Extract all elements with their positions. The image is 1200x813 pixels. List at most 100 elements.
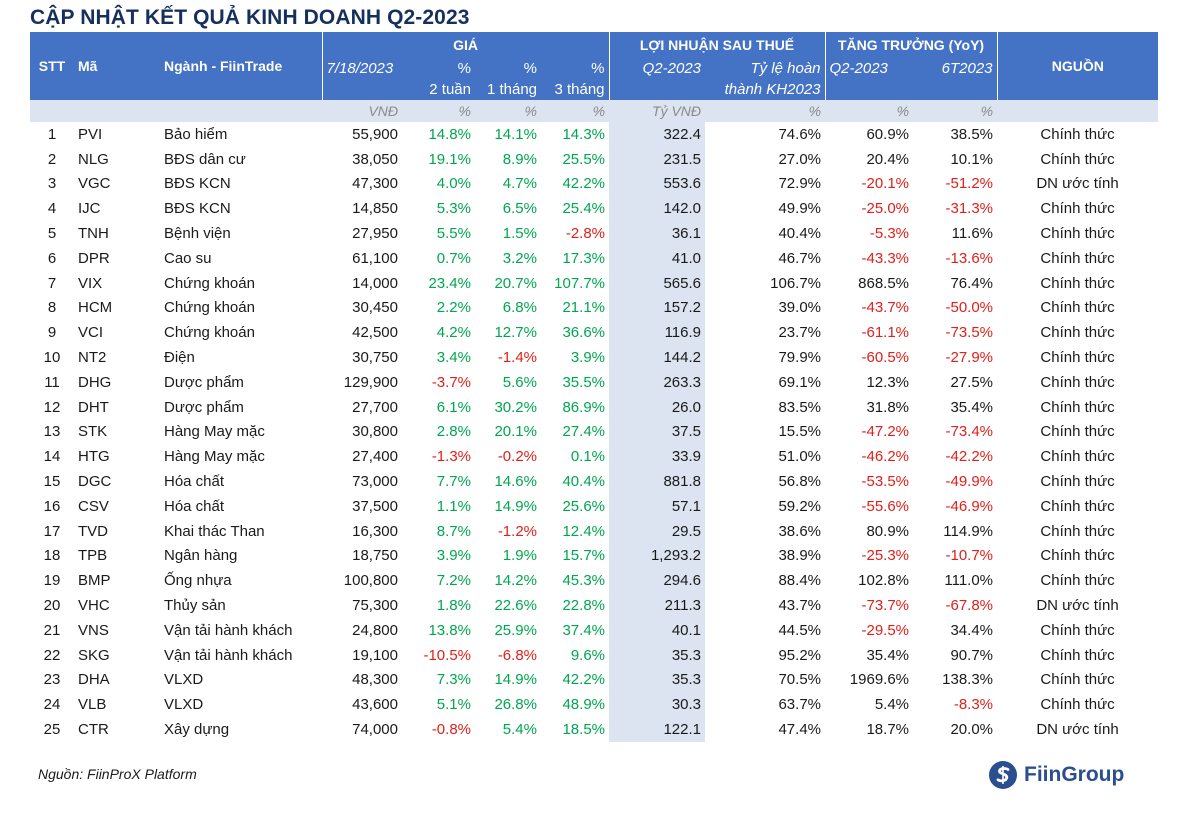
row-plan-ratio: 72.9% [778,175,822,193]
table-row: 24 VLB VLXD 43,600 5.1% 26.8% 48.9% 30.3 63.7% 5.… [30,692,1158,718]
row-sector: Bảo hiểm [164,125,228,143]
row-sector: Thủy sản [164,597,226,615]
row-change-3m: 15.7% [562,547,606,565]
row-source: Chính thức [1040,572,1115,590]
row-ticker: VCI [78,324,104,342]
row-change-3m: 14.3% [562,125,606,143]
row-stt: 25 [43,721,61,739]
row-sector: VLXD [164,671,204,689]
table-row: 18 TPB Ngân hàng 18,750 3.9% 1.9% 15.7% 1,293.2… [30,543,1158,569]
row-change-1m: 26.8% [494,696,537,714]
row-source: Chính thức [1040,274,1115,292]
row-growth-q2: -61.1% [861,324,910,342]
row-ticker: VIX [78,274,103,292]
row-change-3m: 18.5% [562,721,606,739]
row-price: 48,300 [352,671,398,689]
row-stt: 18 [43,547,61,565]
row-plan-ratio: 46.7% [778,249,822,267]
row-sector: Chứng khoán [164,274,255,292]
row-change-3m: 17.3% [562,249,606,267]
row-change-1m: 14.1% [494,125,537,143]
row-growth-6t: 138.3% [942,671,994,689]
row-sector: Điện [164,349,195,367]
row-change-3m: 42.2% [562,175,606,193]
row-growth-6t: -27.9% [945,349,994,367]
row-change-2w: -1.3% [431,448,471,466]
row-growth-q2: -47.2% [861,423,910,441]
row-change-3m: -2.8% [565,225,606,243]
row-source: Chính thức [1040,324,1115,342]
row-growth-q2: 5.4% [874,696,910,714]
table-row: 7 VIX Chứng khoán 14,000 23.4% 20.7% 107.7% 565… [30,270,1158,296]
row-plan-ratio: 39.0% [778,299,822,317]
table-row: 17 TVD Khai thác Than 16,300 8.7% -1.2% 12.4% 2… [30,518,1158,544]
row-ticker: DHT [78,398,109,416]
row-change-2w: 5.5% [436,225,471,243]
fiingroup-logo: FiinGroup [988,760,1124,790]
tang-truong-group-header: TĂNG TRƯỞNG (YoY) [824,32,998,58]
row-change-3m: 0.1% [570,448,606,466]
row-change-2w: 7.7% [436,473,471,491]
table-row: 9 VCI Chứng khoán 42,500 4.2% 12.7% 36.6% 116.9… [30,320,1158,346]
row-growth-6t: -49.9% [945,473,994,491]
row-source: DN ước tính [1036,721,1119,739]
row-change-3m: 107.7% [554,274,606,292]
row-profit-q2: 1,293.2 [609,543,706,569]
row-profit-q2: 26.0 [609,394,706,420]
row-growth-6t: -8.3% [953,696,994,714]
table-row: 4 IJC BĐS KCN 14,850 5.3% 6.5% 25.4% 142.0 49.9%… [30,196,1158,222]
row-growth-q2: 80.9% [866,522,910,540]
row-change-2w: -0.8% [431,721,471,739]
row-profit-q2: 57.1 [609,493,706,519]
row-change-3m: 40.4% [562,473,606,491]
unit-cell: VNĐ [322,100,402,122]
row-price: 18,750 [352,547,398,565]
row-price: 55,900 [352,125,398,143]
row-ticker: DHG [78,373,112,391]
row-change-3m: 35.5% [562,373,606,391]
row-ticker: CSV [78,497,109,515]
col-growth-q2-header: Q2-2023 [824,58,914,79]
loi-nhuan-group-header: LỢI NHUẬN SAU THUẾ [608,32,826,58]
row-change-1m: -0.2% [497,448,537,466]
row-change-1m: -1.2% [497,522,537,540]
row-change-2w: 6.1% [436,398,471,416]
page-title: CẬP NHẬT KẾT QUẢ KINH DOANH Q2-2023 [30,6,470,29]
row-plan-ratio: 43.7% [778,597,822,615]
row-ticker: IJC [78,200,101,218]
row-plan-ratio: 56.8% [778,473,822,491]
table-row: 10 NT2 Điện 30,750 3.4% -1.4% 3.9% 144.2 79.9% -6… [30,345,1158,370]
row-growth-6t: -73.4% [945,423,994,441]
row-ticker: VHC [78,597,110,615]
row-plan-ratio: 23.7% [778,324,822,342]
row-ticker: DHA [78,671,110,689]
gia-group-header: GIÁ [321,32,610,58]
row-change-2w: 23.4% [428,274,471,292]
row-growth-6t: 20.0% [950,721,994,739]
row-change-2w: 7.2% [436,572,471,590]
row-sector: Hàng May mặc [164,423,265,441]
row-change-1m: 5.4% [502,721,537,739]
row-ticker: NT2 [78,349,107,367]
row-profit-q2: 142.0 [609,196,706,222]
row-profit-q2: 211.3 [609,593,706,618]
unit-cell: Tỷ VNĐ [609,100,706,122]
row-source: Chính thức [1040,646,1115,664]
row-ticker: DGC [78,473,112,491]
row-price: 75,300 [352,597,398,615]
row-plan-ratio: 44.5% [778,621,822,639]
row-change-1m: -6.8% [497,646,537,664]
row-stt: 22 [43,646,61,664]
row-price: 14,850 [352,200,398,218]
header-row-3: 2 tuần 1 tháng 3 tháng thành KH2023 [30,79,1158,100]
unit-cell: % [705,100,826,122]
row-plan-ratio: 40.4% [778,225,822,243]
row-stt: 10 [43,349,61,367]
row-change-2w: 2.8% [436,423,471,441]
unit-cell: % [913,100,998,122]
row-source: Chính thức [1040,299,1115,317]
col-ma-header: Mã [74,32,160,100]
row-sector: Hàng May mặc [164,448,265,466]
row-growth-6t: -31.3% [945,200,994,218]
row-source: Chính thức [1040,473,1115,491]
